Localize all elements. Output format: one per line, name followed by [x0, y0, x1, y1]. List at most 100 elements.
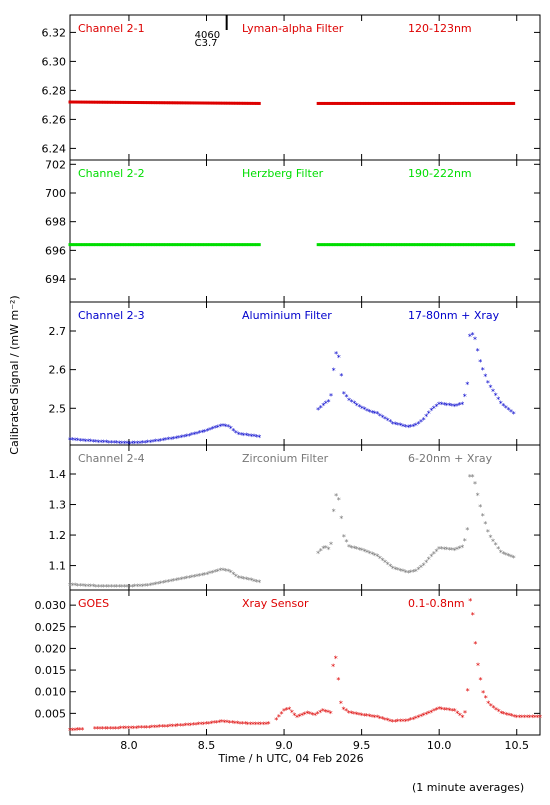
data-point: *: [133, 583, 137, 592]
data-point: *: [169, 578, 173, 587]
data-point: *: [342, 533, 346, 542]
y-tick-label: 2.7: [49, 325, 67, 338]
data-point: *: [324, 544, 328, 553]
data-point: *: [230, 719, 234, 728]
data-point: [179, 101, 183, 105]
data-point: *: [491, 388, 495, 397]
data-point: *: [156, 437, 160, 446]
data-point: *: [68, 581, 72, 590]
data-point: *: [165, 723, 169, 732]
data-point: [375, 101, 379, 105]
data-point: [159, 101, 163, 105]
y-tick-label: 2.6: [49, 364, 67, 377]
data-point: *: [99, 438, 103, 447]
data-point: *: [316, 710, 320, 719]
data-point: [109, 243, 113, 247]
data-point: *: [104, 583, 108, 592]
data-point: [437, 243, 441, 247]
data-point: *: [220, 718, 224, 727]
data-point: *: [167, 436, 171, 445]
data-point: *: [468, 597, 472, 606]
data-point: [396, 101, 400, 105]
data-point: *: [435, 706, 439, 715]
data-point: *: [375, 714, 379, 723]
data-point: [476, 243, 480, 247]
data-point: *: [499, 549, 503, 558]
data-point: *: [277, 713, 281, 722]
data-point: [78, 243, 82, 247]
data-point: *: [434, 547, 438, 556]
data-point: [102, 100, 106, 104]
data-point: *: [354, 711, 358, 720]
data-point: [182, 243, 186, 247]
data-point: *: [476, 491, 480, 500]
data-point: *: [160, 723, 164, 732]
data-point: *: [70, 726, 74, 735]
data-point: *: [396, 718, 400, 727]
data-point: *: [109, 439, 113, 448]
y-tick-label: 1.3: [49, 499, 67, 512]
data-point: *: [287, 706, 291, 715]
data-point: *: [386, 561, 390, 570]
data-point: [512, 243, 516, 247]
data-point: *: [215, 719, 219, 728]
data-point: [455, 243, 459, 247]
data-point: [135, 101, 139, 105]
data-point: [383, 101, 387, 105]
data-point: [447, 243, 451, 247]
data-point: [187, 101, 191, 105]
data-point: *: [217, 718, 221, 727]
data-point: *: [173, 722, 177, 731]
data-point: *: [509, 553, 513, 562]
data-point: [450, 101, 454, 105]
data-point: *: [447, 402, 451, 411]
data-point: *: [78, 437, 82, 446]
data-point: *: [427, 556, 431, 565]
data-point: [324, 243, 328, 247]
panel-frame: [69, 14, 541, 161]
data-point: *: [463, 393, 467, 402]
data-point: [432, 243, 436, 247]
data-point: *: [339, 699, 343, 708]
data-point: *: [167, 578, 171, 587]
data-point: *: [171, 723, 175, 732]
data-point: *: [520, 714, 524, 723]
data-point: *: [91, 583, 95, 592]
data-point: *: [154, 438, 158, 447]
data-point: *: [242, 431, 246, 440]
data-point: *: [502, 710, 506, 719]
data-point: *: [313, 712, 317, 721]
data-point: [148, 101, 152, 105]
data-point: [120, 100, 124, 104]
data-point: *: [279, 710, 283, 719]
x-axis-label: Time / h UTC, 04 Feb 2026: [217, 752, 363, 765]
data-point: [373, 243, 377, 247]
data-point: *: [321, 544, 325, 553]
data-point: *: [244, 432, 248, 441]
data-point: [234, 101, 238, 105]
data-point: *: [107, 439, 111, 448]
data-point: *: [512, 713, 516, 722]
data-point: *: [228, 719, 232, 728]
data-point: *: [316, 549, 320, 558]
data-point: *: [102, 439, 106, 448]
data-point: *: [422, 712, 426, 721]
data-point: *: [347, 396, 351, 405]
data-point: *: [303, 710, 307, 719]
data-point: *: [411, 422, 415, 431]
data-point: *: [231, 427, 235, 436]
data-point: [221, 243, 225, 247]
data-point: *: [342, 705, 346, 714]
data-point: *: [396, 421, 400, 430]
data-point: *: [440, 545, 444, 554]
data-point: [115, 100, 119, 104]
data-point: *: [352, 544, 356, 553]
data-point: [161, 101, 165, 105]
x-tick-label: 10.5: [504, 739, 529, 752]
data-point: [229, 101, 233, 105]
data-point: *: [135, 583, 139, 592]
data-point: [148, 243, 152, 247]
data-point: [257, 101, 261, 105]
data-point: *: [424, 710, 428, 719]
data-point: *: [120, 439, 124, 448]
